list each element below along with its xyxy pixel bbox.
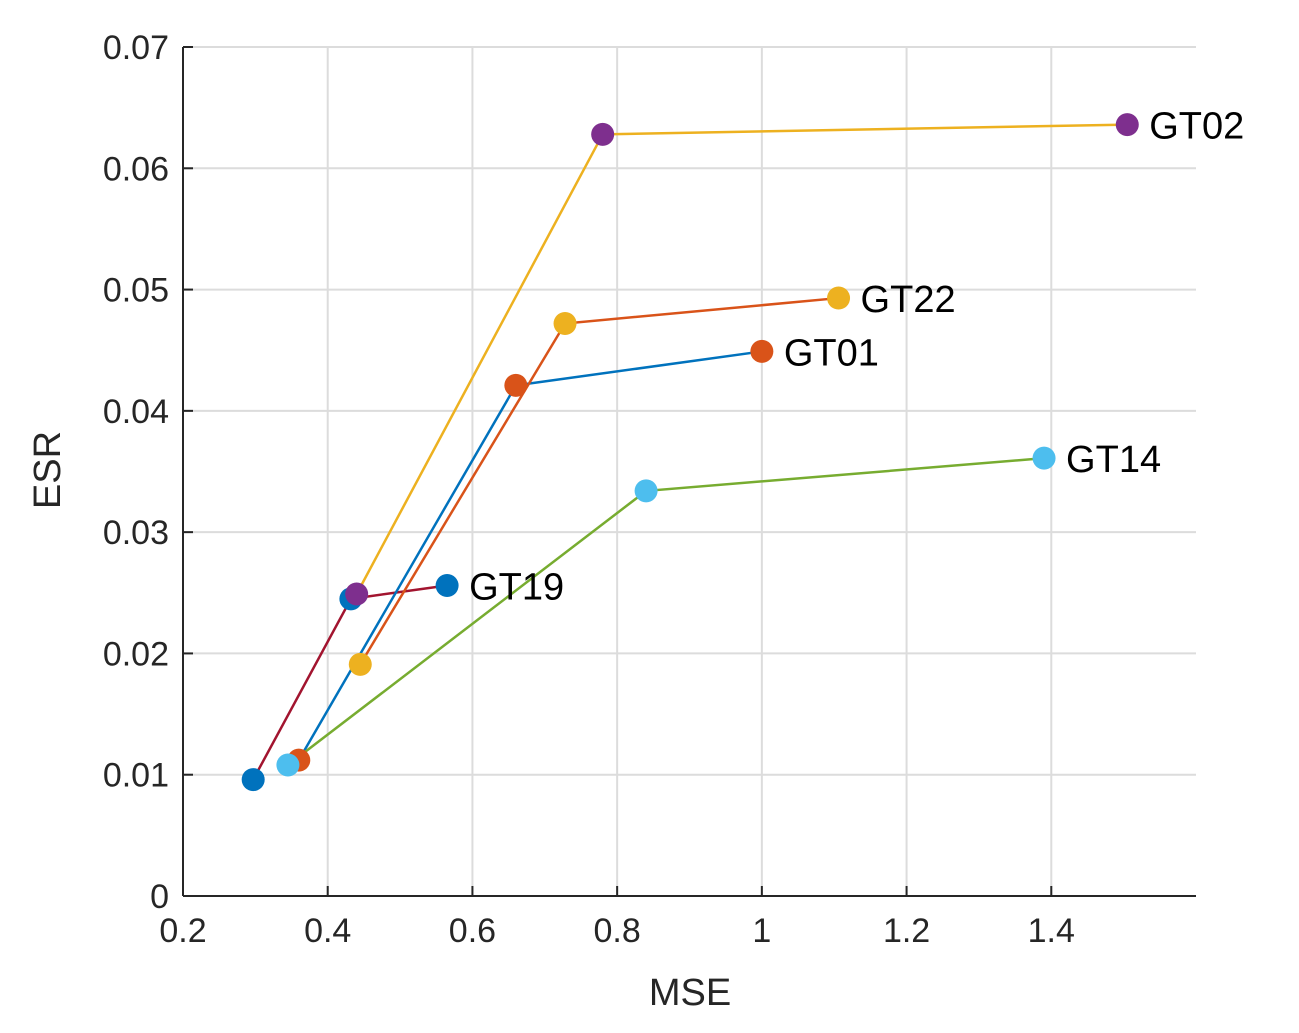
x-tick-label: 1.2 <box>883 912 930 950</box>
data-point-gt14 <box>634 479 658 503</box>
data-point-gt14 <box>1032 446 1056 470</box>
data-point-gt02 <box>591 122 615 146</box>
data-point-gt22 <box>827 286 851 310</box>
data-point-gt19 <box>435 574 459 598</box>
x-axis-title: MSE <box>649 972 731 1014</box>
x-tick-label: 1.4 <box>1028 912 1075 950</box>
series-line-gt14 <box>287 456 1045 767</box>
data-point-gt01 <box>750 339 774 363</box>
y-tick-label: 0 <box>150 878 169 916</box>
x-tick-label: 0.2 <box>159 912 206 950</box>
data-point-gt02 <box>1115 113 1139 137</box>
y-tick-label: 0.02 <box>103 635 169 673</box>
series-label-gt02: GT02 <box>1149 106 1244 148</box>
y-tick-label: 0.07 <box>103 29 169 67</box>
axes <box>182 46 1196 897</box>
data-point-gt22 <box>553 312 577 336</box>
x-tick-labels: 0.2 0.4 0.6 0.8 1 1.2 1.4 <box>159 912 1075 950</box>
y-tick-label: 0.06 <box>103 150 169 188</box>
x-tick-label: 1 <box>752 912 771 950</box>
series-label-gt19: GT19 <box>469 567 564 609</box>
data-point-gt02 <box>345 582 369 606</box>
y-tick-label: 0.05 <box>103 272 169 310</box>
y-tick-label: 0.01 <box>103 757 169 795</box>
grid <box>182 46 1196 897</box>
x-tick-label: 0.6 <box>449 912 496 950</box>
y-axis-title: ESR <box>27 431 69 509</box>
series-line-gt01 <box>297 350 763 761</box>
data-point-gt19 <box>241 768 265 792</box>
series-label-gt22: GT22 <box>861 279 956 321</box>
data-point-gt01 <box>504 373 528 397</box>
x-tick-label: 0.4 <box>304 912 351 950</box>
series-label-gt14: GT14 <box>1066 439 1161 481</box>
series-label-gt01: GT01 <box>784 332 879 374</box>
y-tick-labels: 0 0.01 0.02 0.03 0.04 0.05 0.06 0.07 <box>103 29 169 916</box>
x-tick-label: 0.8 <box>594 912 641 950</box>
series-group: GT19 GT01 GT22 GT02 GT14 <box>241 106 1244 792</box>
data-point-gt14 <box>276 753 300 777</box>
series-line-gt19 <box>252 584 448 781</box>
data-point-gt22 <box>348 652 372 676</box>
y-tick-label: 0.03 <box>103 514 169 552</box>
y-tick-label: 0.04 <box>103 393 169 431</box>
